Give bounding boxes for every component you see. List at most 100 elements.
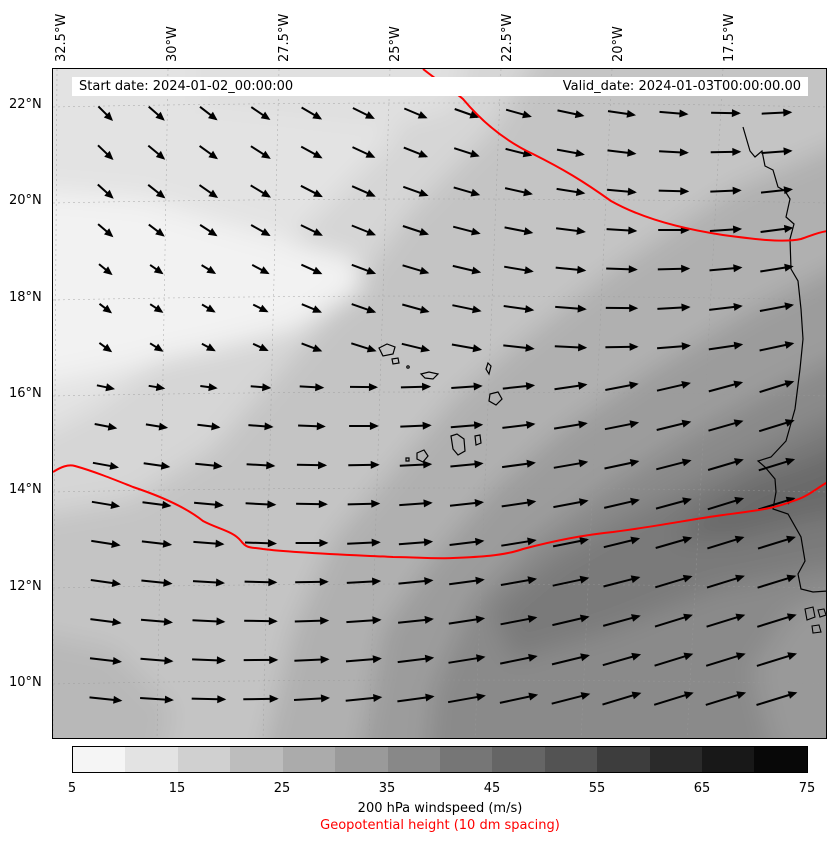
wind-arrow-head [267, 500, 277, 509]
wind-arrow-head [470, 188, 481, 197]
wind-arrow-head [316, 422, 326, 431]
lon-label-20w: 20°W [611, 26, 626, 62]
lat-label-12n: 12°N [9, 579, 42, 594]
wind-arrow-head [731, 109, 741, 118]
wind-arrow-head [371, 499, 381, 508]
wind-arrow-head [471, 227, 481, 236]
wind-arrow-head [578, 459, 589, 468]
wind-arrow-head [372, 616, 382, 625]
wind-arrow-head [733, 419, 744, 428]
wind-arrow-head [524, 266, 534, 275]
wind-arrow-head [523, 188, 533, 197]
wind-arrow-head [162, 539, 173, 548]
wind-arrow-head [474, 460, 484, 469]
wind-arrow-head [787, 652, 797, 660]
wind-arrow-head [312, 150, 323, 159]
wind-arrow-head [214, 500, 224, 509]
cape-verde-islands [378, 343, 503, 463]
wind-arrow-head [366, 344, 377, 353]
wind-arrow-head [320, 655, 330, 664]
wind-arrow-head [153, 343, 164, 352]
wind-arrow-head [527, 615, 538, 623]
wind-arrow-head [258, 304, 269, 313]
wind-arrow-head [681, 381, 691, 389]
wind-arrow-head [525, 343, 535, 352]
lat-label-20n: 20°N [9, 193, 42, 208]
wind-arrow-head [162, 500, 172, 509]
wind-arrow-head [205, 304, 216, 313]
wind-arrow-head [365, 111, 375, 119]
wind-arrow-head [312, 305, 322, 313]
wind-arrow-head [679, 109, 689, 118]
colorbar-swatch [492, 747, 545, 772]
lat-label-16n: 16°N [9, 386, 42, 401]
wind-arrow-head [575, 188, 586, 196]
wind-arrow-head [109, 462, 119, 470]
wind-arrow-head [418, 189, 429, 197]
wind-arrow-head [423, 499, 433, 508]
wind-arrow-head [575, 149, 585, 157]
lon-label-17-5w: 17.5°W [722, 13, 737, 62]
colorbar-label: 200 hPa windspeed (m/s) [357, 801, 523, 816]
wind-arrow-head [370, 460, 380, 469]
lat-label-22n: 22°N [9, 97, 42, 112]
wind-arrow-head [366, 267, 377, 275]
wind-arrow-head [153, 304, 164, 313]
wind-arrow-head [629, 459, 640, 467]
wind-arrow-head [786, 574, 797, 583]
wind-arrow-head [320, 616, 330, 625]
wind-arrow-head [261, 150, 271, 159]
lon-label-30w: 30°W [165, 26, 180, 62]
wind-arrow-head [268, 617, 278, 626]
cbar-tick-35: 35 [378, 781, 396, 796]
wind-arrow-head [681, 419, 692, 428]
wind-arrow-head [103, 266, 113, 276]
wind-arrow-head [111, 540, 121, 548]
wind-arrow-head [682, 536, 693, 544]
wind-arrow-head [472, 305, 482, 314]
wind-arrow-head [783, 224, 794, 233]
wind-arrow-head [258, 343, 269, 351]
wind-arrow-head [104, 189, 114, 199]
wind-arrow-head [683, 691, 694, 700]
wind-vector-field [89, 105, 798, 706]
wind-arrow-head [682, 497, 692, 506]
wind-arrow-head [368, 383, 378, 392]
wind-arrow-head [578, 343, 588, 352]
graticule [53, 69, 826, 738]
wind-arrow-head [576, 226, 586, 235]
wind-arrow-head [629, 342, 639, 351]
wind-arrow-head [318, 461, 328, 470]
wind-arrow-head [476, 693, 486, 701]
wind-arrow-head [216, 656, 226, 665]
coast-islands [804, 606, 826, 634]
wind-arrow-head [735, 574, 745, 583]
wind-arrow-head [211, 422, 221, 431]
cbar-tick-25: 25 [273, 781, 291, 796]
wind-arrow-head [783, 108, 793, 117]
wind-arrow-head [476, 654, 486, 663]
lat-label-14n: 14°N [9, 482, 42, 497]
colorbar-swatch [73, 747, 126, 772]
wind-arrow-head [112, 657, 122, 665]
wind-arrow-head [105, 383, 115, 392]
wind-arrow-head [732, 147, 742, 156]
date-info-bar: Start date: 2024-01-02_00:00:00 Valid_da… [72, 77, 808, 96]
wind-arrow-head [579, 537, 589, 545]
wind-arrow-head [679, 148, 689, 157]
wind-arrow-head [524, 305, 535, 313]
wind-arrow-head [213, 461, 223, 470]
wind-arrow-head [312, 266, 323, 275]
wind-arrow-head [734, 535, 745, 544]
wind-arrow-head [425, 693, 435, 702]
wind-arrow-head [733, 303, 743, 311]
wind-arrow-head [580, 653, 590, 662]
wind-arrow-head [320, 694, 330, 703]
wind-arrow-head [262, 383, 272, 392]
wind-arrow-head [422, 421, 432, 430]
wind-arrow-head [163, 617, 173, 626]
wind-arrow-head [208, 150, 218, 160]
wind-arrow-head [104, 150, 114, 160]
wind-arrow-head [475, 537, 485, 546]
colorbar-swatch [125, 747, 178, 772]
